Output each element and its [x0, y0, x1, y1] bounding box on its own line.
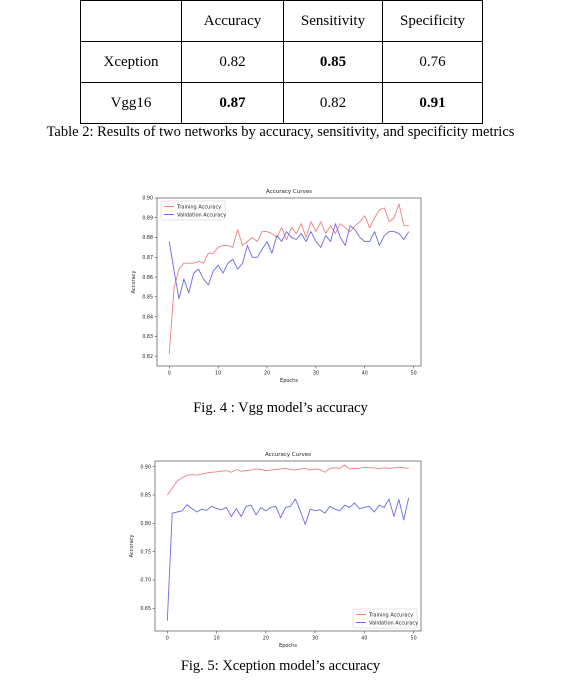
table-header-cell — [80, 0, 182, 42]
table-header-cell: Sensitivity — [283, 0, 383, 42]
x-axis-label: Epochs — [279, 643, 297, 649]
table-cell: 0.82 — [181, 41, 284, 83]
y-axis-label: Accuracy — [131, 271, 137, 294]
table-cell: 0.87 — [181, 82, 284, 124]
y-tick-label: 0.82 — [142, 354, 153, 360]
x-tick-label: 10 — [215, 371, 221, 377]
y-tick-label: 0.70 — [140, 578, 151, 584]
y-axis-label: Accuracy — [129, 535, 135, 558]
y-tick-label: 0.87 — [142, 255, 153, 261]
table-row-label: Xception — [80, 41, 182, 83]
table-header-row: Accuracy Sensitivity Specificity — [80, 0, 483, 42]
plot-frame — [154, 460, 422, 632]
y-tick-label: 0.80 — [140, 521, 151, 527]
y-tick-label: 0.65 — [140, 606, 151, 612]
table-row: Xception 0.82 0.85 0.76 — [80, 41, 483, 83]
x-tick-label: 30 — [312, 636, 318, 642]
x-tick-label: 20 — [264, 371, 270, 377]
table-cell: 0.85 — [283, 41, 383, 83]
xception-accuracy-chart: Accuracy Curves 0 10 20 30 40 50 0.65 0.70 0.75 0.… — [129, 452, 422, 649]
figure-caption: Fig. 4 : Vgg model’s accuracy — [193, 400, 368, 416]
legend-label: Training Accuracy — [368, 612, 413, 618]
table-header-cell: Accuracy — [181, 0, 284, 42]
x-tick-label: 50 — [411, 371, 417, 377]
legend-box — [352, 608, 418, 629]
x-tick-label: 0 — [168, 371, 171, 377]
table-row: Vgg16 0.87 0.82 0.91 — [80, 82, 483, 124]
table-row-label: Vgg16 — [80, 82, 182, 124]
x-tick-label: 40 — [362, 371, 368, 377]
plot-frame — [156, 197, 422, 367]
chart-title: Accuracy Curves — [265, 452, 311, 458]
legend-box — [160, 200, 226, 221]
y-tick-label: 0.89 — [142, 215, 153, 221]
x-tick-label: 40 — [361, 636, 367, 642]
table-cell: 0.82 — [283, 82, 383, 124]
table-header-cell: Specificity — [382, 0, 483, 42]
x-tick-label: 30 — [313, 371, 319, 377]
legend-label: Training Accuracy — [176, 204, 221, 210]
y-tick-label: 0.85 — [140, 493, 151, 499]
y-tick-label: 0.84 — [142, 314, 153, 320]
x-tick-label: 0 — [166, 636, 169, 642]
series-line — [168, 223, 410, 300]
y-tick-label: 0.83 — [142, 334, 153, 340]
y-tick-label: 0.90 — [140, 464, 151, 470]
y-tick-label: 0.86 — [142, 275, 153, 281]
figure-caption: Fig. 5: Xception model’s accuracy — [180, 658, 381, 674]
series-line — [166, 497, 410, 621]
x-tick-label: 10 — [214, 636, 220, 642]
series-line — [168, 203, 409, 355]
y-tick-label: 0.88 — [142, 235, 153, 241]
series-line — [166, 464, 409, 496]
chart-title: Accuracy Curves — [266, 189, 312, 195]
legend-label: Validation Accuracy — [177, 212, 226, 218]
table-cell: 0.91 — [382, 82, 483, 124]
vgg-accuracy-chart: Accuracy Curves 0 10 20 30 40 50 0.82 0.83 0.84 0.… — [131, 189, 422, 384]
y-tick-label: 0.75 — [140, 549, 151, 555]
y-tick-label: 0.85 — [142, 295, 153, 301]
x-tick-label: 20 — [263, 636, 269, 642]
table-caption: Table 2: Results of two networks by accu… — [46, 124, 515, 140]
table-cell: 0.76 — [382, 41, 483, 83]
y-tick-label: 0.90 — [142, 196, 153, 202]
legend-label: Validation Accuracy — [369, 620, 418, 626]
x-axis-label: Epochs — [280, 378, 298, 384]
results-table: Accuracy Sensitivity Specificity Xceptio… — [80, 0, 483, 124]
x-tick-label: 50 — [411, 636, 417, 642]
